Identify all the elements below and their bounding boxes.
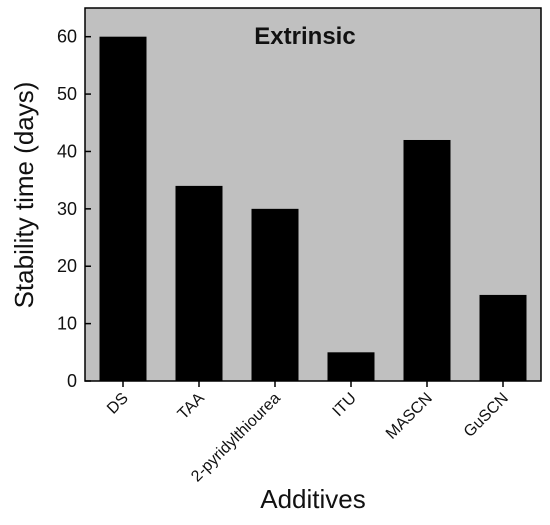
x-tick-label: GuSCN [461, 390, 512, 441]
y-tick-label: 50 [57, 84, 77, 104]
chart-title: Extrinsic [254, 23, 355, 50]
y-axis-title: Stability time (days) [9, 82, 39, 309]
y-tick-label: 40 [57, 141, 77, 161]
y-tick-label: 0 [67, 371, 77, 391]
bar-itu [327, 352, 375, 381]
y-tick-label: 10 [57, 314, 77, 334]
x-axis-title: Additives [260, 484, 366, 514]
x-tick-label: MASCN [383, 390, 436, 443]
y-axis-ticks: 0 10 20 30 40 50 60 [57, 27, 91, 391]
x-tick-label: TAA [175, 390, 208, 423]
bars-group [99, 36, 527, 381]
bar-2-pyridylthiourea [251, 208, 299, 381]
y-tick-label: 30 [57, 199, 77, 219]
bar-mascn [403, 139, 451, 381]
plot-area [84, 7, 542, 382]
x-tick-label: ITU [330, 390, 360, 420]
x-tick-label: DS [104, 390, 132, 418]
y-tick-label: 60 [57, 27, 77, 47]
bar-ds [99, 36, 147, 381]
bar-guscn [479, 294, 527, 381]
y-tick-label: 20 [57, 256, 77, 276]
bar-taa [175, 185, 223, 381]
